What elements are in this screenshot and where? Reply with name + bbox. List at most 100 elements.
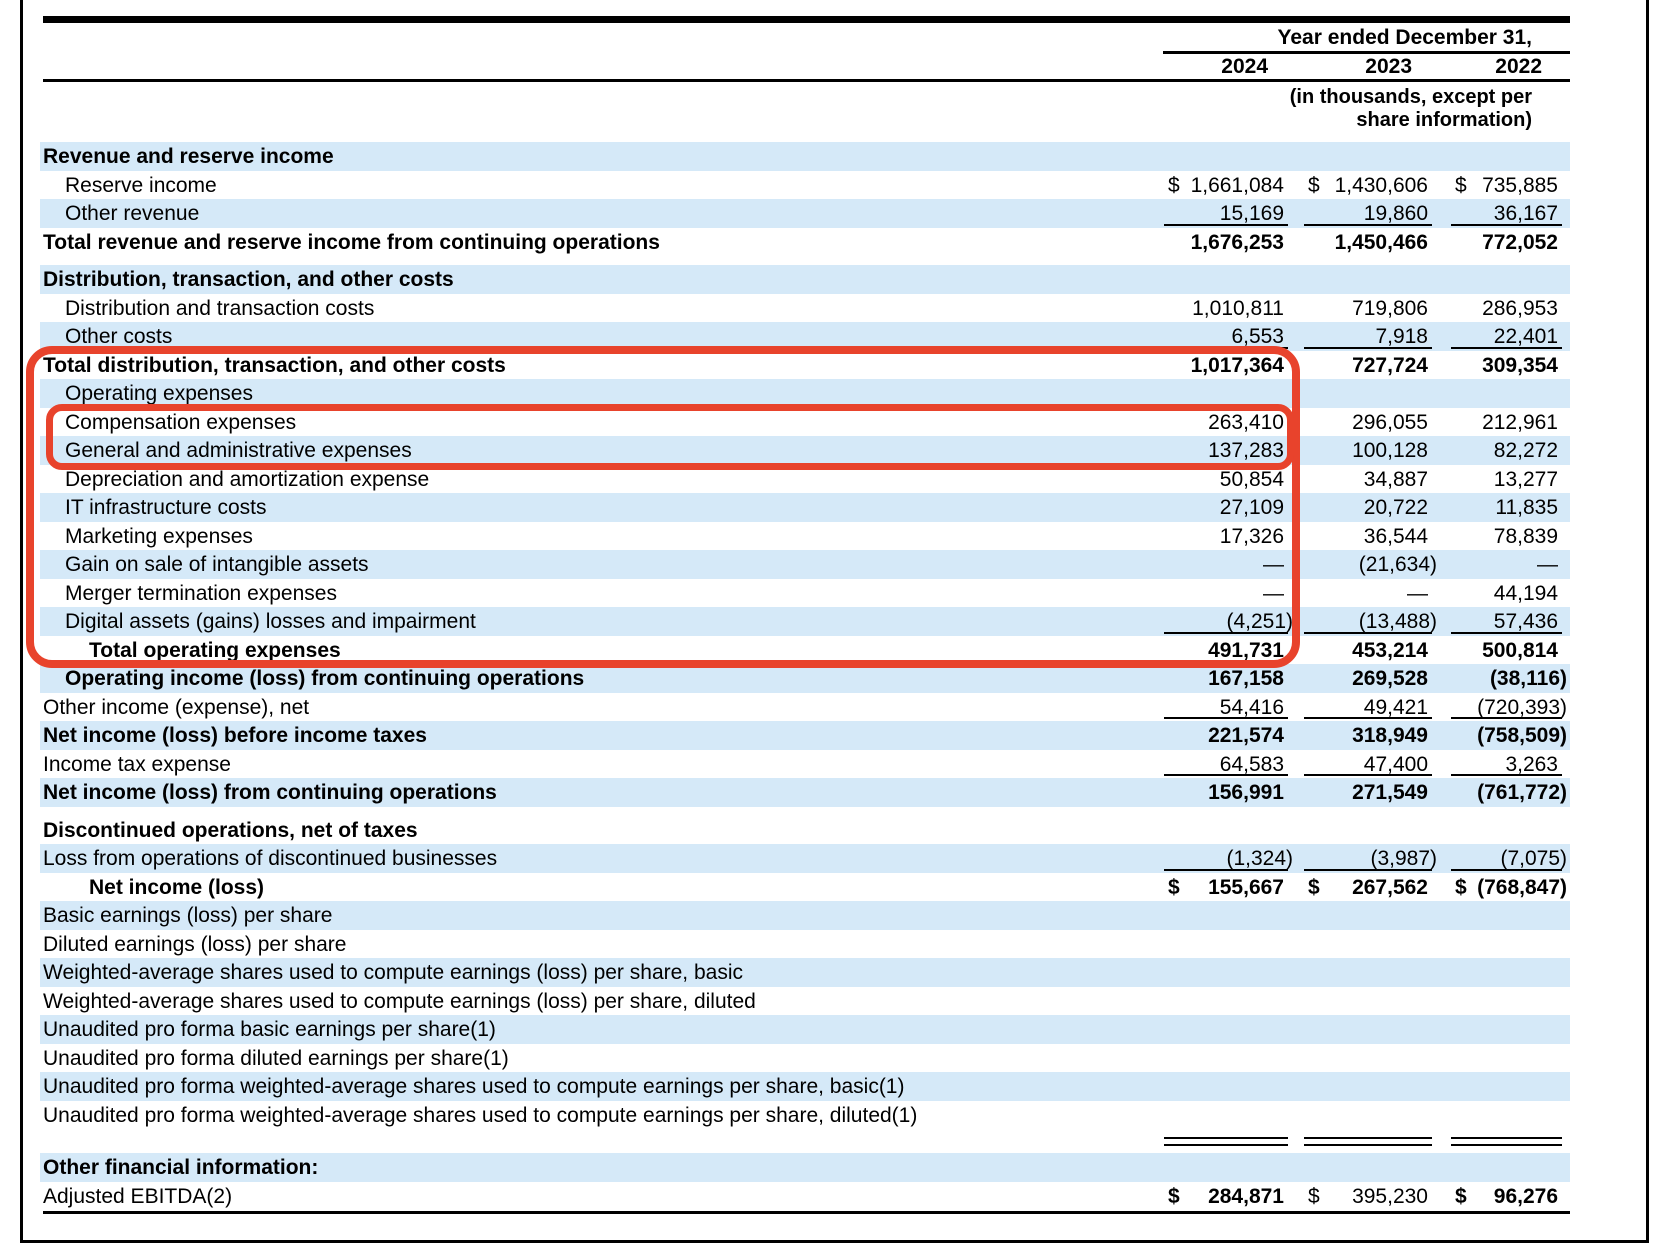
cell-2023: $267,562 — [1308, 873, 1428, 902]
row-label: Gain on sale of intangible assets — [65, 553, 369, 576]
cell-value: 11,835 — [1495, 496, 1558, 519]
double-rule — [1164, 1137, 1288, 1146]
table-row: Loss from operations of discontinued bus… — [40, 844, 1570, 873]
units-note-line1: (in thousands, except per — [1289, 86, 1532, 108]
cell-value: 167,158 — [1208, 667, 1284, 690]
cell-value: 395,230 — [1352, 1184, 1428, 1208]
row-label: Loss from operations of discontinued bus… — [43, 847, 498, 870]
cell-value: 1,017,364 — [1190, 353, 1284, 377]
cell-2022: (7,075) — [1451, 844, 1567, 873]
cell-value: 57,436 — [1493, 610, 1558, 633]
cell-2024: 6,553 — [1164, 322, 1288, 351]
cell-2023: (3,987) — [1304, 844, 1437, 873]
header-rule — [43, 79, 1570, 82]
dollar-sign: $ — [1168, 173, 1180, 197]
cell-2022: 3,263 — [1451, 750, 1562, 779]
cell-value: 727,724 — [1352, 353, 1428, 377]
cell-2022: 82,272 — [1455, 436, 1558, 465]
cell-value: 34,887 — [1363, 467, 1428, 491]
cell-2022: $735,885 — [1455, 171, 1558, 200]
cell-value: 36,167 — [1493, 202, 1558, 225]
row-label: Diluted earnings (loss) per share — [43, 932, 347, 956]
cell-value: 17,326 — [1219, 524, 1284, 548]
cell-value: 47,400 — [1363, 752, 1428, 776]
row-label: Income tax expense — [43, 752, 231, 776]
cell-2024: (4,251) — [1164, 607, 1293, 636]
cell-value: 6,553 — [1231, 325, 1284, 348]
table-row: Other revenue 15,169 19,860 36,167 — [40, 199, 1570, 228]
dollar-sign: $ — [1308, 875, 1320, 899]
cell-value: 96,276 — [1493, 1184, 1558, 1208]
cell-value: 155,667 — [1208, 875, 1284, 899]
dollar-sign: $ — [1455, 173, 1467, 197]
cell-value: 296,055 — [1352, 410, 1428, 434]
table-top-rule — [43, 16, 1570, 23]
cell-2022: 212,961 — [1455, 408, 1558, 437]
table-row: Diluted earnings (loss) per share — [40, 930, 1570, 959]
cell-2023: (13,488) — [1304, 607, 1437, 636]
cell-2022: $96,276 — [1455, 1182, 1558, 1211]
row-label: Reserve income — [65, 173, 217, 197]
cell-value: 3,263 — [1505, 752, 1558, 776]
cell-2022: 772,052 — [1455, 228, 1558, 257]
table-row: Total operating expenses 491,731 453,214 50… — [40, 636, 1570, 665]
table-row: Unaudited pro forma weighted-average sha… — [40, 1072, 1570, 1101]
cell-value: 221,574 — [1208, 724, 1284, 747]
cell-2023: 1,450,466 — [1308, 228, 1428, 257]
table-row: General and administrative expenses 137,2… — [40, 436, 1570, 465]
row-label: IT infrastructure costs — [65, 496, 267, 519]
dollar-sign: $ — [1455, 875, 1467, 899]
table-row: Reserve income $1,661,084 $1,430,606 $735,8… — [40, 171, 1570, 200]
cell-value: (4,251) — [1226, 610, 1293, 633]
cell-2024: 137,283 — [1168, 436, 1284, 465]
dollar-sign: $ — [1168, 1184, 1180, 1208]
cell-2024: 156,991 — [1168, 778, 1284, 807]
row-label: Unaudited pro forma weighted-average sha… — [43, 1075, 905, 1098]
cell-value: 1,010,811 — [1192, 296, 1284, 320]
table-row: Unaudited pro forma basic earnings per s… — [40, 1015, 1570, 1044]
cell-value: 44,194 — [1493, 581, 1558, 605]
row-label: Compensation expenses — [65, 410, 297, 434]
cell-value: 36,544 — [1363, 524, 1428, 548]
cell-2024: 167,158 — [1168, 664, 1284, 693]
cell-value: 50,854 — [1219, 467, 1284, 491]
row-label: Unaudited pro forma weighted-average sha… — [43, 1103, 918, 1127]
row-label: Total distribution, transaction, and oth… — [43, 353, 506, 377]
cell-2022: 500,814 — [1455, 636, 1558, 665]
cell-2023 — [1304, 1129, 1432, 1153]
cell-value: 27,109 — [1219, 496, 1284, 519]
cell-value: 318,949 — [1352, 724, 1428, 747]
cell-2023: 296,055 — [1308, 408, 1428, 437]
cell-2024: 1,017,364 — [1168, 351, 1284, 380]
cell-value: 719,806 — [1352, 296, 1428, 320]
row-label: Total revenue and reserve income from co… — [43, 230, 660, 254]
cell-2022: (38,116) — [1455, 664, 1567, 693]
row-label: Weighted-average shares used to compute … — [43, 989, 756, 1013]
cell-2024: — — [1168, 550, 1284, 579]
table-row: Net income (loss) $155,667 $267,562 $ (768,8… — [40, 873, 1570, 902]
cell-value: 284,871 — [1208, 1184, 1284, 1208]
table-row: Adjusted EBITDA(2) $284,871 $395,230 $96,27… — [40, 1182, 1570, 1211]
cell-2024: 1,676,253 — [1168, 228, 1284, 257]
cell-2022: (720,393) — [1451, 693, 1567, 722]
cell-value: (1,324) — [1226, 847, 1293, 870]
cell-value: 271,549 — [1352, 781, 1428, 804]
table-bottom-rule — [43, 1211, 1570, 1214]
cell-2024 — [1164, 1129, 1288, 1153]
cell-2022: 11,835 — [1455, 493, 1558, 522]
cell-value: 453,214 — [1352, 638, 1428, 662]
cell-value: 1,450,466 — [1334, 230, 1428, 254]
cell-value: 137,283 — [1208, 439, 1284, 462]
row-label: Unaudited pro forma basic earnings per s… — [43, 1018, 496, 1041]
cell-2023: 7,918 — [1304, 322, 1432, 351]
dollar-sign: $ — [1455, 1184, 1467, 1208]
row-label: Discontinued operations, net of taxes — [43, 818, 418, 842]
cell-value: 772,052 — [1482, 230, 1558, 254]
cell-value: (768,847) — [1477, 875, 1567, 899]
cell-2024: 15,169 — [1164, 199, 1288, 228]
cell-2024: 50,854 — [1168, 465, 1284, 494]
cell-value: (720,393) — [1477, 695, 1567, 719]
cell-2022: (761,772) — [1455, 778, 1567, 807]
table-row: Other income (expense), net 54,416 49,421 (… — [40, 693, 1570, 722]
cell-value: 735,885 — [1482, 173, 1558, 197]
